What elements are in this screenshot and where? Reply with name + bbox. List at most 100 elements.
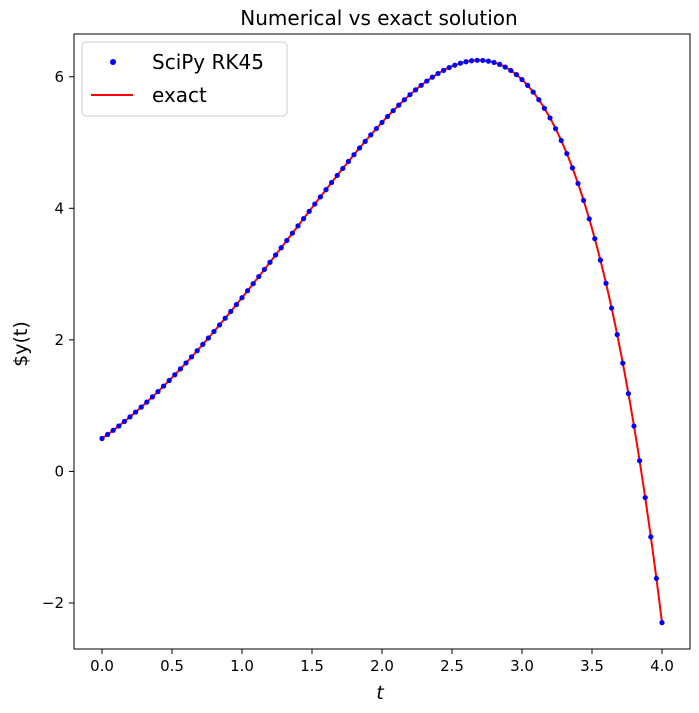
rk45-point <box>189 354 195 360</box>
rk45-point <box>194 348 200 354</box>
y-tick-label: 4 <box>54 199 64 217</box>
rk45-point <box>441 67 447 73</box>
rk45-point <box>586 216 592 222</box>
rk45-point <box>553 126 559 132</box>
rk45-point <box>631 423 637 429</box>
rk45-point <box>418 82 424 88</box>
rk45-point <box>541 105 548 111</box>
rk45-point <box>256 273 262 280</box>
rk45-point <box>497 61 503 68</box>
x-tick-label: 0.0 <box>90 657 114 675</box>
legend-label-rk45: SciPy RK45 <box>152 50 264 74</box>
rk45-point <box>183 360 189 366</box>
x-tick-label: 1.5 <box>300 657 324 675</box>
rk45-point <box>245 288 251 294</box>
rk45-point <box>637 458 643 464</box>
x-tick-label: 2.5 <box>440 657 464 675</box>
rk45-point <box>200 341 206 347</box>
rk45-point <box>239 295 245 301</box>
rk45-point <box>625 390 632 397</box>
y-axis-ticks: −2 0 2 4 6 <box>42 68 74 612</box>
rk45-point <box>345 158 351 165</box>
legend-label-exact: exact <box>152 83 207 107</box>
rk45-point <box>250 281 256 287</box>
rk45-point <box>407 92 413 98</box>
rk45-point <box>401 97 407 103</box>
rk45-point <box>659 620 665 626</box>
rk45-point <box>396 102 402 108</box>
x-tick-label: 3.0 <box>510 657 534 675</box>
rk45-point <box>161 383 167 389</box>
rk45-point <box>609 305 615 311</box>
rk45-point <box>211 328 217 335</box>
rk45-point <box>273 252 279 258</box>
rk45-point <box>217 322 223 328</box>
rk45-point <box>474 57 480 63</box>
rk45-point <box>457 60 463 66</box>
rk45-point <box>648 534 654 540</box>
rk45-point <box>99 435 105 442</box>
rk45-point <box>301 216 307 222</box>
rk45-point <box>127 414 133 420</box>
y-tick-label: 6 <box>54 68 64 86</box>
y-axis-label: $y(t) <box>10 321 32 367</box>
legend-box <box>81 41 288 117</box>
x-tick-label: 2.0 <box>370 657 394 675</box>
rk45-point <box>564 150 570 157</box>
rk45-point <box>295 223 301 229</box>
rk45-point <box>581 197 587 203</box>
rk45-point <box>317 194 323 200</box>
rk45-point <box>620 360 626 366</box>
rk45-point <box>105 431 111 438</box>
legend: SciPy RK45 exact <box>81 41 288 117</box>
rk45-point <box>278 245 284 251</box>
rk45-point <box>385 113 391 120</box>
y-tick-label: 0 <box>54 462 64 480</box>
rk45-point <box>284 237 290 244</box>
rk45-point <box>267 259 273 265</box>
y-tick-label: −2 <box>42 594 64 612</box>
rk45-point <box>351 152 357 158</box>
rk45-point <box>390 108 396 114</box>
rk45-point <box>413 87 419 93</box>
rk45-point <box>312 201 318 207</box>
rk45-point <box>121 418 127 425</box>
rk45-point <box>362 138 368 144</box>
rk45-point <box>228 308 234 315</box>
x-tick-label: 4.0 <box>650 657 674 675</box>
rk45-point <box>329 179 335 186</box>
rk45-point <box>155 388 161 395</box>
x-tick-label: 3.5 <box>580 657 604 675</box>
rk45-point <box>575 180 581 187</box>
rk45-point <box>469 58 475 64</box>
rk45-point <box>536 97 542 103</box>
rk45-point <box>144 399 150 405</box>
legend-marker-rk45 <box>110 59 116 65</box>
rk45-point <box>642 494 648 501</box>
rk45-point <box>166 377 172 384</box>
x-tick-label: 1.0 <box>230 657 254 675</box>
rk45-point <box>463 59 469 65</box>
rk45-point <box>424 78 430 84</box>
rk45-point <box>547 115 553 121</box>
rk45-series <box>99 57 665 626</box>
rk45-point <box>340 165 346 172</box>
rk45-point <box>597 257 604 263</box>
chart-title: Numerical vs exact solution <box>240 6 517 30</box>
rk45-point <box>502 64 508 70</box>
rk45-point <box>485 58 491 64</box>
rk45-point <box>480 57 486 64</box>
rk45-point <box>508 67 514 74</box>
rk45-point <box>429 74 435 80</box>
x-axis-label: t <box>376 682 385 704</box>
rk45-point <box>513 72 520 78</box>
rk45-point <box>614 332 620 338</box>
y-tick-label: 2 <box>54 331 64 349</box>
rk45-point <box>222 315 228 321</box>
rk45-point <box>592 236 598 242</box>
rk45-point <box>435 70 441 77</box>
rk45-point <box>172 372 178 378</box>
rk45-point <box>357 145 363 151</box>
rk45-point <box>261 266 267 273</box>
